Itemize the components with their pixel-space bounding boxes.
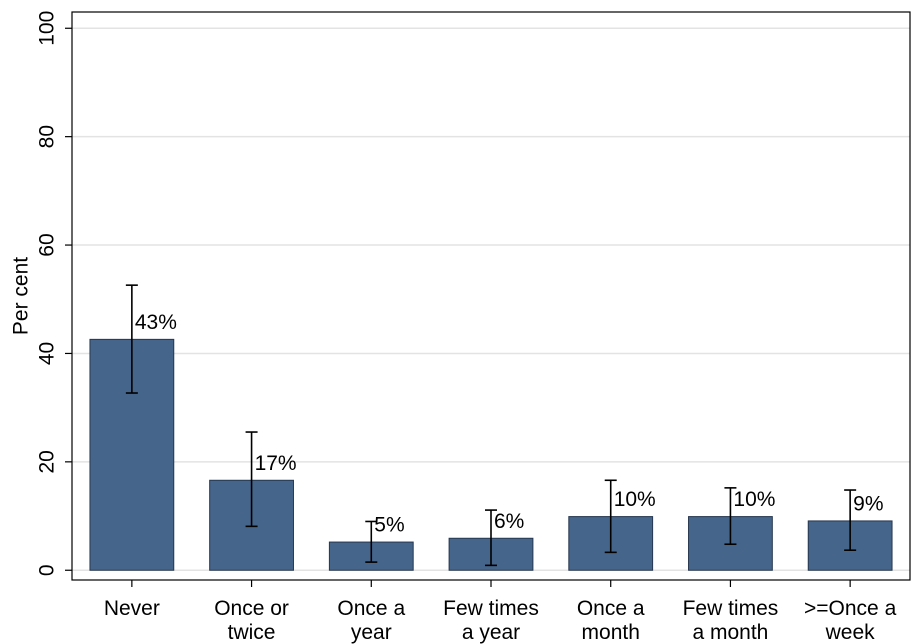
x-tick-label: Few times a month — [683, 597, 779, 644]
x-tick-label: Once a month — [577, 597, 645, 644]
y-tick-label: 0 — [36, 564, 59, 576]
data-label: 10% — [614, 488, 656, 511]
x-tick-label: Few times a year — [443, 597, 539, 644]
x-tick-label-line: twice — [228, 621, 276, 644]
x-tick-label-line: Once or — [214, 597, 289, 620]
x-tick-label-line: month — [582, 621, 640, 644]
x-tick-label: Once or twice — [214, 597, 289, 644]
data-label: 9% — [853, 492, 883, 515]
x-tick-label-line: a year — [462, 621, 520, 644]
data-label: 6% — [494, 510, 524, 533]
x-tick-label-line: Never — [104, 597, 160, 620]
x-tick-label: Once a year — [337, 597, 405, 644]
x-tick-label-line: Few times — [683, 597, 779, 620]
y-tick-label: 20 — [36, 450, 59, 473]
x-tick-label-line: >=Once a — [804, 597, 897, 620]
x-tick-label: Never — [104, 597, 160, 620]
data-label: 5% — [374, 514, 404, 537]
y-tick-label: 80 — [36, 125, 59, 148]
y-tick-label: 40 — [36, 342, 59, 365]
x-tick-label-line: week — [825, 621, 876, 644]
y-tick-label: 60 — [36, 233, 59, 256]
data-label: 43% — [135, 311, 177, 334]
y-axis-label: Per cent — [10, 257, 33, 335]
x-tick-label-line: Once a — [577, 597, 645, 620]
x-tick-label-line: year — [351, 621, 392, 644]
data-label: 10% — [733, 488, 775, 511]
x-tick-label-line: Once a — [337, 597, 405, 620]
x-tick-label: >=Once a week — [804, 597, 897, 644]
x-tick-label-line: Few times — [443, 597, 539, 620]
x-tick-label-line: a month — [692, 621, 768, 644]
data-label: 17% — [255, 452, 297, 475]
plot-frame — [71, 11, 911, 581]
y-tick-label: 100 — [36, 11, 59, 46]
